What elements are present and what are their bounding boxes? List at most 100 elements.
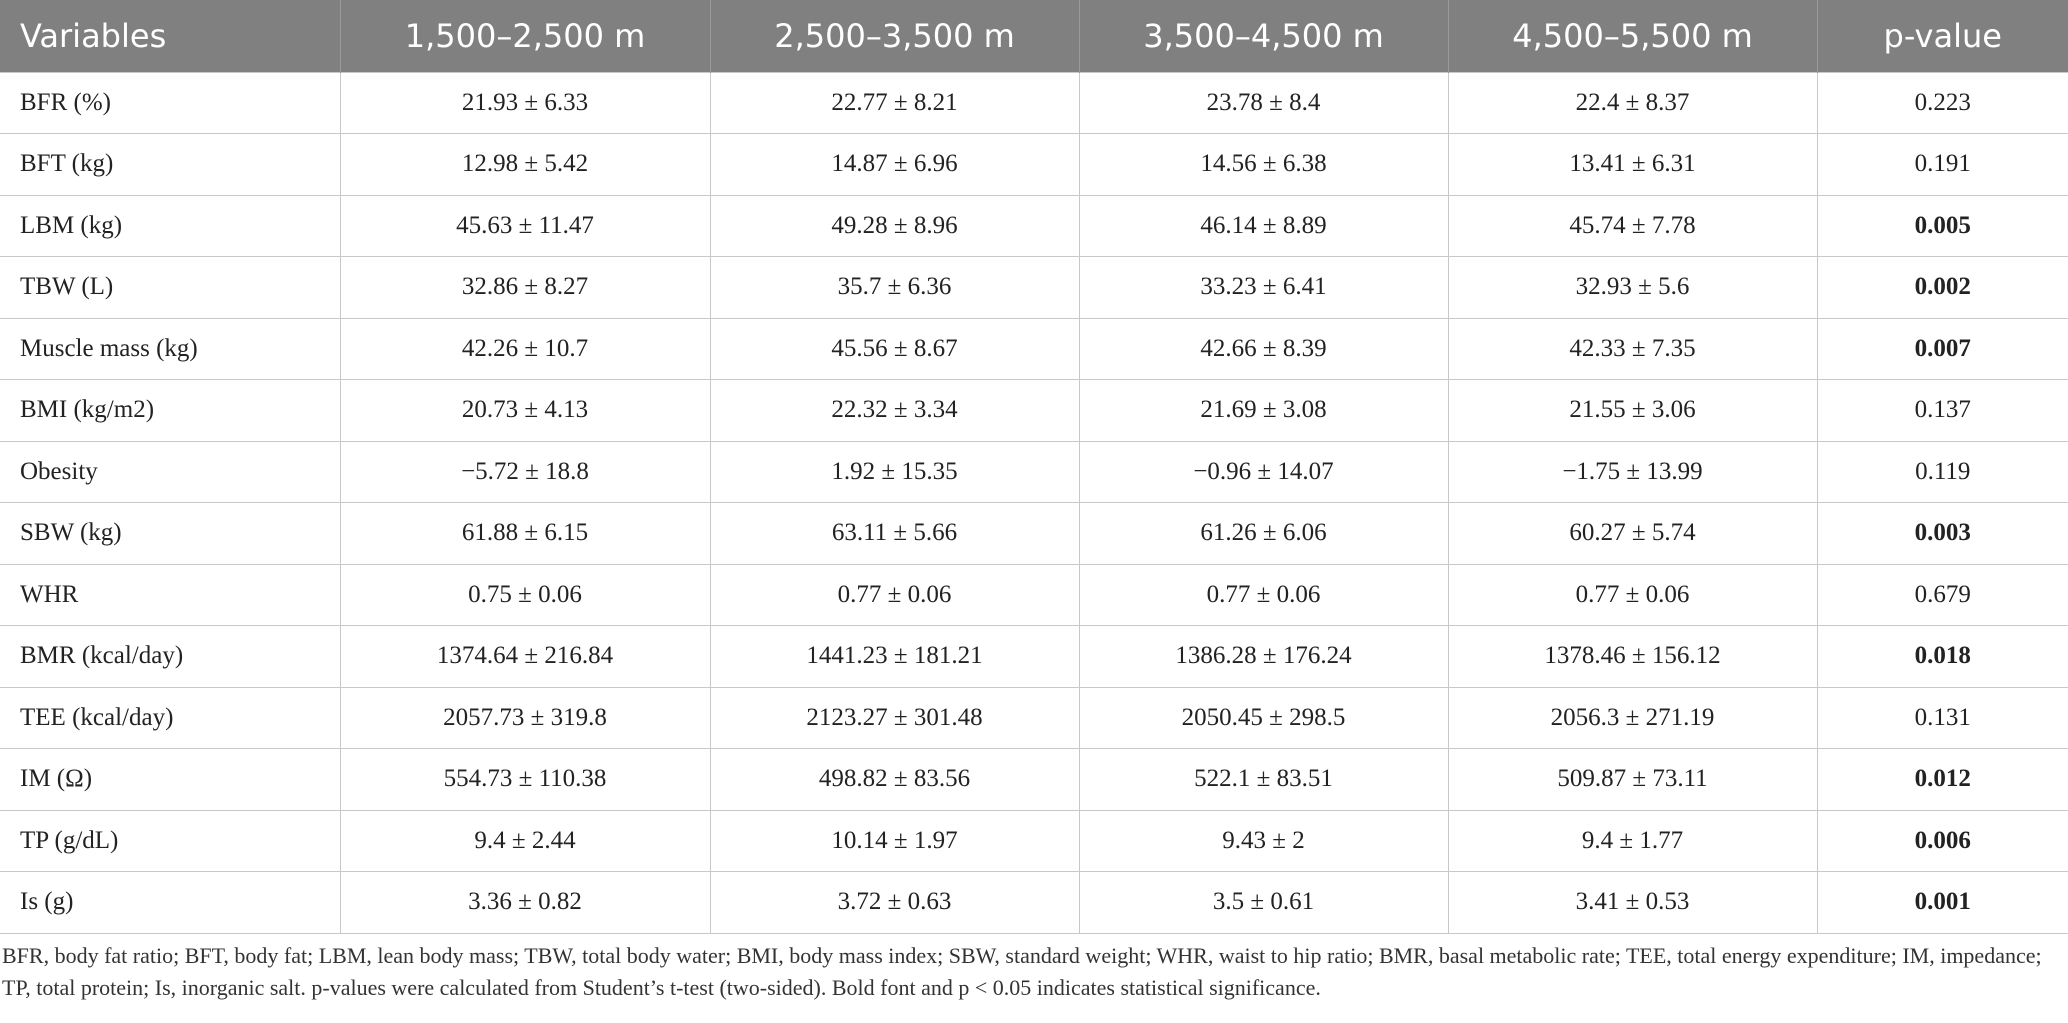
table-cell: 0.77 ± 0.06 xyxy=(709,563,1080,626)
table-cell: 522.1 ± 83.51 xyxy=(1078,748,1449,811)
table-cell: BMR (kcal/day) xyxy=(0,625,341,688)
table-cell: 22.77 ± 8.21 xyxy=(709,71,1080,134)
table-cell: 0.007 xyxy=(1816,317,2068,380)
header-cell: p-value xyxy=(1816,0,2068,72)
table-cell: 32.86 ± 8.27 xyxy=(339,256,711,319)
table-cell: 0.223 xyxy=(1816,71,2068,134)
table-row: TEE (kcal/day) 2057.73 ± 319.8 2123.27 ± 3… xyxy=(0,686,2068,749)
table-row: BMR (kcal/day) 1374.64 ± 216.84 1441.23 ± … xyxy=(0,625,2068,688)
table-cell: 60.27 ± 5.74 xyxy=(1447,502,1818,565)
table-cell: 33.23 ± 6.41 xyxy=(1078,256,1449,319)
table-cell: 0.77 ± 0.06 xyxy=(1447,563,1818,626)
table-row: Muscle mass (kg) 42.26 ± 10.7 45.56 ± 8.67… xyxy=(0,317,2068,380)
table-cell: 554.73 ± 110.38 xyxy=(339,748,711,811)
table-cell: 9.4 ± 2.44 xyxy=(339,809,711,872)
table-row: WHR 0.75 ± 0.06 0.77 ± 0.06 0.77 ± 0.06 0.77… xyxy=(0,563,2068,626)
table-row: SBW (kg) 61.88 ± 6.15 63.11 ± 5.66 61.26 ± … xyxy=(0,502,2068,565)
table-cell: BMI (kg/m2) xyxy=(0,379,341,442)
table-cell: TEE (kcal/day) xyxy=(0,686,341,749)
table-cell: 42.26 ± 10.7 xyxy=(339,317,711,380)
table-cell: 3.41 ± 0.53 xyxy=(1447,871,1818,934)
table-cell: 0.005 xyxy=(1816,194,2068,257)
table-cell: TP (g/dL) xyxy=(0,809,341,872)
table-cell: 3.36 ± 0.82 xyxy=(339,871,711,934)
table-cell: 9.4 ± 1.77 xyxy=(1447,809,1818,872)
table-row: TBW (L) 32.86 ± 8.27 35.7 ± 6.36 33.23 ± 6.… xyxy=(0,256,2068,319)
table-cell: LBM (kg) xyxy=(0,194,341,257)
table-cell: 2050.45 ± 298.5 xyxy=(1078,686,1449,749)
table-row: LBM (kg) 45.63 ± 11.47 49.28 ± 8.96 46.14 ±… xyxy=(0,194,2068,257)
table-cell: TBW (L) xyxy=(0,256,341,319)
table-cell: 22.4 ± 8.37 xyxy=(1447,71,1818,134)
table-cell: 42.33 ± 7.35 xyxy=(1447,317,1818,380)
table-cell: −0.96 ± 14.07 xyxy=(1078,440,1449,503)
table-cell: SBW (kg) xyxy=(0,502,341,565)
table-cell: 21.93 ± 6.33 xyxy=(339,71,711,134)
table-cell: 0.001 xyxy=(1816,871,2068,934)
table-cell: 23.78 ± 8.4 xyxy=(1078,71,1449,134)
table-cell: 0.191 xyxy=(1816,133,2068,196)
table-cell: 14.56 ± 6.38 xyxy=(1078,133,1449,196)
table-cell: Muscle mass (kg) xyxy=(0,317,341,380)
table-row: Obesity −5.72 ± 18.8 1.92 ± 15.35 −0.96 ± 1… xyxy=(0,440,2068,503)
table-cell: 0.006 xyxy=(1816,809,2068,872)
table-cell: 0.012 xyxy=(1816,748,2068,811)
table-cell: 0.75 ± 0.06 xyxy=(339,563,711,626)
table-row: BMI (kg/m2) 20.73 ± 4.13 22.32 ± 3.34 21.69… xyxy=(0,379,2068,442)
header-cell: Variables xyxy=(0,0,340,72)
table-cell: BFT (kg) xyxy=(0,133,341,196)
table-cell: 20.73 ± 4.13 xyxy=(339,379,711,442)
table-cell: 0.679 xyxy=(1816,563,2068,626)
table-cell: 1378.46 ± 156.12 xyxy=(1447,625,1818,688)
table-cell: 1441.23 ± 181.21 xyxy=(709,625,1080,688)
table-cell: 2056.3 ± 271.19 xyxy=(1447,686,1818,749)
table-cell: 45.56 ± 8.67 xyxy=(709,317,1080,380)
table-cell: 10.14 ± 1.97 xyxy=(709,809,1080,872)
table-cell: 3.5 ± 0.61 xyxy=(1078,871,1449,934)
table-cell: 46.14 ± 8.89 xyxy=(1078,194,1449,257)
table-cell: 1386.28 ± 176.24 xyxy=(1078,625,1449,688)
table-cell: −1.75 ± 13.99 xyxy=(1447,440,1818,503)
table-cell: 22.32 ± 3.34 xyxy=(709,379,1080,442)
table-cell: 45.74 ± 7.78 xyxy=(1447,194,1818,257)
table-cell: Obesity xyxy=(0,440,341,503)
table-cell: 32.93 ± 5.6 xyxy=(1447,256,1818,319)
table-cell: 13.41 ± 6.31 xyxy=(1447,133,1818,196)
table-cell: 61.88 ± 6.15 xyxy=(339,502,711,565)
table-cell: Is (g) xyxy=(0,871,341,934)
table-cell: 2057.73 ± 319.8 xyxy=(339,686,711,749)
table-cell: 0.018 xyxy=(1816,625,2068,688)
table-cell: 14.87 ± 6.96 xyxy=(709,133,1080,196)
table-cell: 21.69 ± 3.08 xyxy=(1078,379,1449,442)
table-cell: 0.137 xyxy=(1816,379,2068,442)
header-cell: 3,500–4,500 m xyxy=(1078,0,1448,72)
footnote: BFR, body fat ratio; BFT, body fat; LBM,… xyxy=(2,942,2042,1000)
header-row: Variables 1,500–2,500 m 2,500–3,500 m 3,500… xyxy=(0,0,2068,72)
table-cell: 12.98 ± 5.42 xyxy=(339,133,711,196)
table-row: IM (Ω) 554.73 ± 110.38 498.82 ± 83.56 522.1… xyxy=(0,748,2068,811)
table-cell: 9.43 ± 2 xyxy=(1078,809,1449,872)
table-cell: 498.82 ± 83.56 xyxy=(709,748,1080,811)
table-cell: 0.003 xyxy=(1816,502,2068,565)
table-cell: 61.26 ± 6.06 xyxy=(1078,502,1449,565)
table-body: BFR (%) 21.93 ± 6.33 22.77 ± 8.21 23.78 ± 8… xyxy=(0,71,2068,934)
table-cell: 35.7 ± 6.36 xyxy=(709,256,1080,319)
table-cell: −5.72 ± 18.8 xyxy=(339,440,711,503)
table-cell: 0.119 xyxy=(1816,440,2068,503)
table-row: BFT (kg) 12.98 ± 5.42 14.87 ± 6.96 14.56 ± … xyxy=(0,133,2068,196)
table-row: BFR (%) 21.93 ± 6.33 22.77 ± 8.21 23.78 ± 8… xyxy=(0,71,2068,134)
table-cell: 63.11 ± 5.66 xyxy=(709,502,1080,565)
header-cell: 1,500–2,500 m xyxy=(339,0,710,72)
table-cell: 1374.64 ± 216.84 xyxy=(339,625,711,688)
table-cell: IM (Ω) xyxy=(0,748,341,811)
table-cell: 509.87 ± 73.11 xyxy=(1447,748,1818,811)
table-cell: 45.63 ± 11.47 xyxy=(339,194,711,257)
header-cell: 4,500–5,500 m xyxy=(1447,0,1817,72)
table-cell: 21.55 ± 3.06 xyxy=(1447,379,1818,442)
table-row: Is (g) 3.36 ± 0.82 3.72 ± 0.63 3.5 ± 0.61 3.… xyxy=(0,871,2068,934)
table-cell: 0.77 ± 0.06 xyxy=(1078,563,1449,626)
header-cell: 2,500–3,500 m xyxy=(709,0,1079,72)
table-cell: 0.002 xyxy=(1816,256,2068,319)
table-cell: 2123.27 ± 301.48 xyxy=(709,686,1080,749)
